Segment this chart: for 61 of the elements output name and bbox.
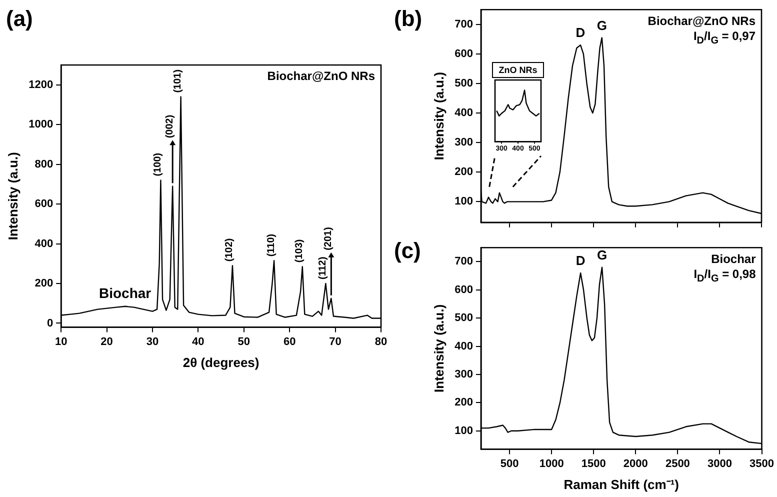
y-tick-label: 400 bbox=[454, 107, 473, 120]
y-tick-label: 100 bbox=[454, 196, 473, 208]
x-axis-title: 2θ (degrees) bbox=[182, 354, 260, 370]
y-tick-label: 200 bbox=[34, 278, 54, 290]
x-tick-label: 30 bbox=[146, 336, 159, 348]
y-tick-label: 600 bbox=[454, 284, 473, 296]
chart-title: (c) bbox=[394, 238, 421, 264]
y-axis-title: Intensity (a.u.) bbox=[431, 72, 446, 160]
annotation: Biochar@ZnO NRs bbox=[267, 69, 375, 84]
x-tick-label: 1500 bbox=[581, 458, 606, 470]
chart-title: (b) bbox=[394, 6, 422, 32]
y-tick-label: 800 bbox=[34, 158, 54, 170]
y-tick-label: 300 bbox=[454, 368, 473, 381]
x-tick-label: 60 bbox=[283, 336, 296, 348]
annotation: D bbox=[576, 25, 586, 40]
x-tick-label: 10 bbox=[54, 336, 68, 348]
x-tick-label: 1000 bbox=[539, 458, 564, 470]
annotation: Biochar bbox=[711, 252, 756, 266]
x-tick-label: 3000 bbox=[707, 458, 732, 470]
y-tick-label: 700 bbox=[454, 256, 473, 268]
annotation: G bbox=[596, 18, 607, 33]
annotation: I$_{D}$/I$_{G}$ = 0,98 bbox=[694, 266, 756, 284]
y-tick-label: 1200 bbox=[28, 78, 54, 91]
x-tick-label: 500 bbox=[500, 458, 519, 470]
x-tick-label: 2500 bbox=[665, 458, 690, 470]
x-tick-label: 70 bbox=[329, 336, 342, 348]
y-tick-label: 100 bbox=[454, 424, 473, 437]
y-tick-label: 0 bbox=[46, 317, 54, 330]
x-tick-label: 80 bbox=[374, 336, 388, 348]
y-tick-label: 200 bbox=[454, 396, 473, 409]
x-axis-title: Raman Shift (cm⁻¹) bbox=[564, 476, 679, 492]
annotation: (112) bbox=[317, 256, 328, 280]
annotation: (201) bbox=[322, 227, 334, 250]
y-tick-label: 600 bbox=[34, 198, 54, 210]
chart-title: (a) bbox=[6, 6, 33, 32]
annotation: (103) bbox=[294, 239, 306, 263]
annotation: Biochar@ZnO NRs bbox=[648, 14, 756, 28]
annotation: I$_{D}$/I$_{G}$ = 0,97 bbox=[693, 28, 756, 46]
x-tick-label: 50 bbox=[238, 336, 250, 348]
y-axis-title: Intensity (a.u.) bbox=[431, 304, 446, 392]
x-tick-label: 3500 bbox=[750, 458, 774, 470]
y-tick-label: 200 bbox=[454, 166, 473, 178]
x-tick-label: 2000 bbox=[623, 458, 648, 470]
annotation: D bbox=[576, 253, 586, 268]
annotation: Biochar bbox=[98, 285, 152, 302]
y-tick-label: 600 bbox=[454, 48, 473, 60]
x-tick-label: 40 bbox=[192, 336, 204, 348]
y-tick-label: 400 bbox=[34, 238, 54, 250]
y-tick-label: 500 bbox=[454, 312, 473, 324]
annotation: G bbox=[596, 247, 608, 262]
annotation: (101) bbox=[172, 69, 184, 93]
chart-title: ZnO NRs bbox=[492, 62, 544, 78]
annotation: (002) bbox=[164, 114, 176, 138]
y-axis-title: Intensity (a.u.) bbox=[5, 152, 20, 240]
x-tick-label: 20 bbox=[100, 336, 113, 348]
annotation: (100) bbox=[152, 152, 164, 176]
y-tick-label: 500 bbox=[454, 78, 473, 90]
annotation: (110) bbox=[266, 234, 277, 257]
y-tick-label: 1000 bbox=[28, 118, 54, 131]
y-tick-label: 700 bbox=[454, 18, 473, 30]
annotation: (102) bbox=[224, 238, 236, 262]
